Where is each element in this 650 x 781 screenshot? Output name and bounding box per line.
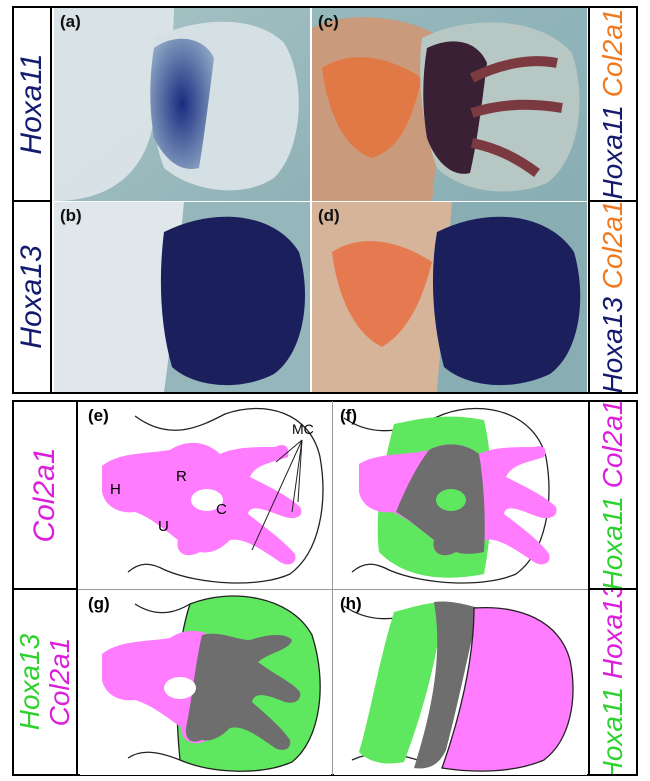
label-hoxa11: Hoxa11 [15, 53, 48, 155]
label-col2a1-line: Col2a1 [44, 637, 75, 727]
photo-panel-c: (c) [312, 8, 587, 201]
row-label-left-e: Col2a1 [12, 400, 78, 590]
label-hoxa13: Hoxa13 [15, 245, 48, 349]
label-col2a1-line: Col2a1 [597, 8, 628, 98]
row-label-right-h: Hoxa11 Hoxa13 [588, 588, 638, 776]
label-hoxa11-hoxa13: Hoxa11 Hoxa13 [597, 588, 628, 776]
label-hoxa13-line: Hoxa13 [14, 633, 45, 731]
label-h: H [110, 481, 121, 498]
label-r: R [176, 468, 187, 485]
diagram-panel-f: (f) [334, 402, 587, 588]
diagram-panel-e: H R U C MC (e) [80, 402, 331, 588]
panel-letter-d: (d) [318, 206, 340, 225]
row-label-right-c: Hoxa11 Col2a1 [588, 6, 638, 202]
panel-letter-b: (b) [60, 206, 82, 225]
row-label-left-g: Hoxa13 Col2a1 [12, 588, 78, 776]
diagram-e-drawing: H R U C MC [102, 407, 324, 584]
diagram-panel-h: (h) [334, 590, 587, 775]
panel-letter-f: (f) [340, 406, 357, 425]
diagram-f-drawing [343, 407, 557, 584]
photo-panel-d: (d) [312, 202, 587, 392]
diagram-divider-horizontal [78, 589, 588, 590]
diagram-g-drawing [102, 595, 321, 772]
label-u: U [158, 518, 169, 535]
row-label-right-d: Hoxa13 Col2a1 [588, 200, 638, 394]
label-col2a1-line: Col2a1 [597, 200, 628, 290]
diagram-panel-g: (g) [80, 590, 331, 775]
diagram-divider-vertical [332, 401, 333, 775]
photo-panel-a: (a) [54, 8, 310, 201]
label-hoxa11-col2a1: Hoxa11 Col2a1 [597, 400, 628, 590]
label-hoxa13-line: Hoxa13 [597, 588, 628, 680]
label-hoxa11-line: Hoxa11 [597, 105, 628, 200]
label-mc: MC [292, 421, 314, 437]
panel-letter-a: (a) [60, 12, 81, 31]
photo-a-image [54, 8, 310, 201]
row-label-left-b: Hoxa13 [12, 200, 52, 394]
panel-letter-g: (g) [88, 594, 110, 613]
label-hoxa13-line: Hoxa13 [597, 297, 628, 394]
label-hoxa13-col2a1: Hoxa13 Col2a1 [14, 633, 75, 731]
photo-c-image [312, 8, 587, 201]
label-hoxa11-line: Hoxa11 [597, 496, 628, 590]
label-col2a1-line: Col2a1 [597, 400, 628, 489]
label-col2a1: Col2a1 [28, 447, 61, 543]
label-hoxa13-col2a1: Hoxa13 Col2a1 [597, 200, 628, 394]
photo-d-image [312, 202, 587, 392]
label-hoxa11-line: Hoxa11 [597, 686, 628, 776]
photo-panel-b: (b) [54, 202, 310, 392]
label-hoxa11-col2a1: Hoxa11 Col2a1 [597, 8, 628, 200]
panel-letter-h: (h) [340, 594, 362, 613]
row-label-left-a: Hoxa11 [12, 6, 52, 202]
diagram-h-drawing [343, 601, 574, 772]
label-c: C [216, 501, 227, 518]
photo-b-image [54, 202, 310, 392]
panel-letter-c: (c) [318, 12, 339, 31]
panel-letter-e: (e) [88, 406, 109, 425]
row-label-right-f: Hoxa11 Col2a1 [588, 400, 638, 590]
